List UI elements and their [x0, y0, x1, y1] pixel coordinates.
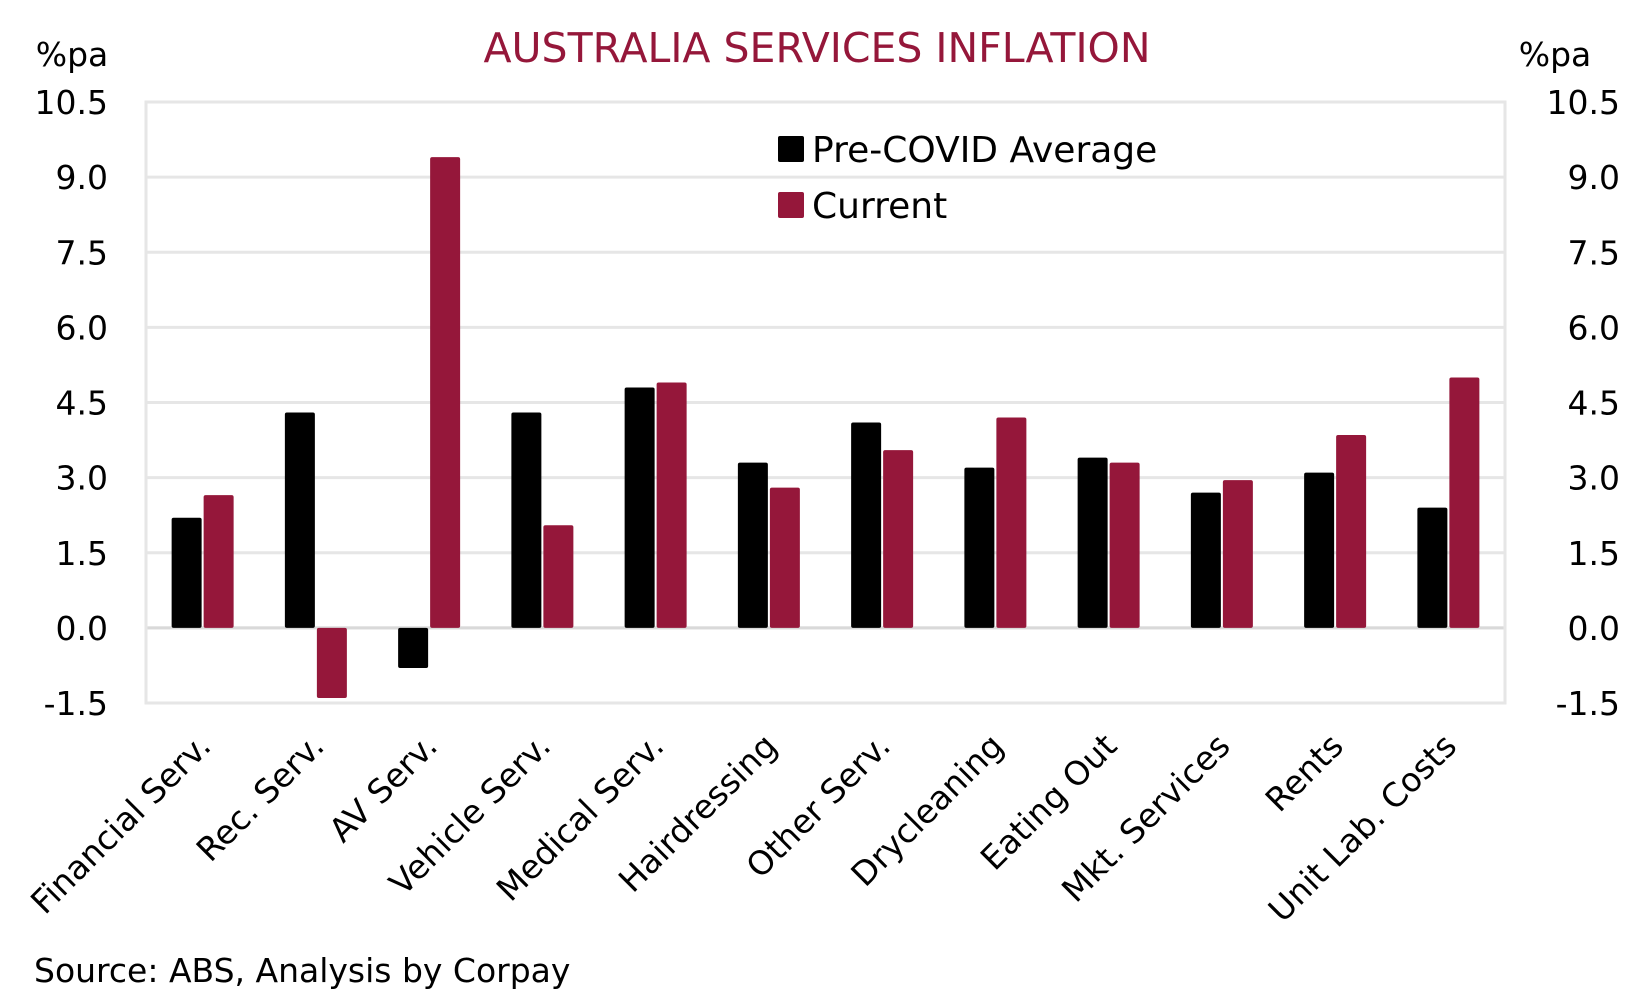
y-axis-right: 10.5 9.0 7.5 6.0 4.5 3.0 1.5 0.0 -1.5 — [1547, 83, 1620, 723]
bar-pre-covid-unit-lab-costs — [1417, 507, 1448, 628]
bar-pre-covid-drycleaning — [964, 467, 995, 628]
y-tick-label-right: 0.0 — [1568, 609, 1620, 648]
y-tick-label-left: 9.0 — [56, 158, 108, 197]
bar-pre-covid-financial-serv — [171, 517, 202, 628]
y-tick-label-right: 3.0 — [1568, 459, 1620, 498]
bar-pre-covid-rec-serv — [284, 412, 315, 628]
bar-current-other-serv — [883, 450, 914, 628]
plot-frame — [144, 100, 1507, 705]
bar-current-eating-out — [1109, 462, 1140, 628]
source-note: Source: ABS, Analysis by Corpay — [34, 951, 570, 990]
bar-pre-covid-mkt-services — [1190, 492, 1221, 628]
y-axis-unit-left: %pa — [36, 35, 109, 74]
bars — [171, 157, 1480, 698]
legend: Pre-COVID Average Current — [778, 130, 1157, 227]
y-tick-label-right: 10.5 — [1547, 83, 1620, 122]
bar-pre-covid-medical-serv — [624, 387, 655, 628]
y-tick-label-left: 1.5 — [56, 534, 108, 573]
y-tick-label-left: 7.5 — [56, 233, 108, 272]
y-tick-label-right: 1.5 — [1568, 534, 1620, 573]
bar-pre-covid-eating-out — [1077, 457, 1108, 628]
legend-item-current: Current — [778, 186, 947, 227]
bar-current-rec-serv — [316, 627, 347, 698]
y-tick-label-left: 4.5 — [56, 384, 108, 423]
y-axis-unit-right: %pa — [1519, 35, 1592, 74]
bar-pre-covid-rents — [1304, 472, 1335, 628]
bar-current-unit-lab-costs — [1449, 377, 1480, 628]
legend-item-pre-covid: Pre-COVID Average — [778, 130, 1157, 171]
bar-current-rents — [1336, 435, 1367, 628]
chart-title: AUSTRALIA SERVICES INFLATION — [484, 24, 1151, 72]
bar-current-financial-serv — [203, 495, 234, 628]
bar-pre-covid-hairdressing — [737, 462, 768, 628]
y-tick-label-left: 10.5 — [35, 83, 108, 122]
x-axis-labels: Financial Serv.Rec. Serv.AV Serv.Vehicle… — [23, 726, 1464, 930]
y-tick-label-right: -1.5 — [1556, 684, 1620, 723]
y-tick-label-left: 6.0 — [56, 308, 108, 347]
x-tick-label: Rents — [1258, 726, 1351, 819]
bar-current-medical-serv — [656, 382, 687, 628]
bar-pre-covid-vehicle-serv — [511, 412, 542, 628]
bar-current-av-serv — [430, 157, 461, 628]
x-tick-label: Financial Serv. — [23, 726, 218, 921]
y-tick-label-right: 4.5 — [1568, 384, 1620, 423]
y-tick-label-left: -1.5 — [44, 684, 108, 723]
bar-current-vehicle-serv — [543, 525, 574, 628]
bar-current-hairdressing — [769, 487, 800, 628]
y-axis-left: 10.5 9.0 7.5 6.0 4.5 3.0 1.5 0.0 -1.5 — [35, 83, 108, 723]
x-tick-label: Unit Lab. Costs — [1261, 726, 1464, 929]
bar-pre-covid-av-serv — [398, 627, 429, 668]
legend-swatch-pre-covid — [778, 136, 804, 162]
y-tick-label-right: 9.0 — [1568, 158, 1620, 197]
y-tick-label-right: 6.0 — [1568, 308, 1620, 347]
y-tick-label-right: 7.5 — [1568, 233, 1620, 272]
legend-label-current: Current — [812, 186, 947, 227]
legend-swatch-current — [778, 192, 804, 218]
bar-current-drycleaning — [996, 417, 1027, 628]
bar-current-mkt-services — [1222, 480, 1253, 628]
legend-label-pre-covid: Pre-COVID Average — [812, 130, 1157, 171]
y-tick-label-left: 3.0 — [56, 459, 108, 498]
y-tick-label-left: 0.0 — [56, 609, 108, 648]
bar-pre-covid-other-serv — [851, 422, 882, 628]
